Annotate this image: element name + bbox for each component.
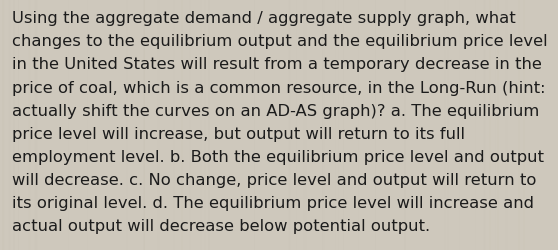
Text: changes to the equilibrium output and the equilibrium price level: changes to the equilibrium output and th… xyxy=(12,34,548,49)
Text: in the United States will result from a temporary decrease in the: in the United States will result from a … xyxy=(12,57,542,72)
Text: actually shift the curves on an AD-AS graph)? a. The equilibrium: actually shift the curves on an AD-AS gr… xyxy=(12,103,540,118)
Text: actual output will decrease below potential output.: actual output will decrease below potent… xyxy=(12,218,430,233)
Text: price of coal, which is a common resource, in the Long-Run (hint:: price of coal, which is a common resourc… xyxy=(12,80,546,95)
Text: price level will increase, but output will return to its full: price level will increase, but output wi… xyxy=(12,126,465,141)
Text: employment level. b. Both the equilibrium price level and output: employment level. b. Both the equilibriu… xyxy=(12,149,544,164)
Text: Using the aggregate demand / aggregate supply graph, what: Using the aggregate demand / aggregate s… xyxy=(12,11,516,26)
Text: will decrease. c. No change, price level and output will return to: will decrease. c. No change, price level… xyxy=(12,172,537,187)
Text: its original level. d. The equilibrium price level will increase and: its original level. d. The equilibrium p… xyxy=(12,195,534,210)
